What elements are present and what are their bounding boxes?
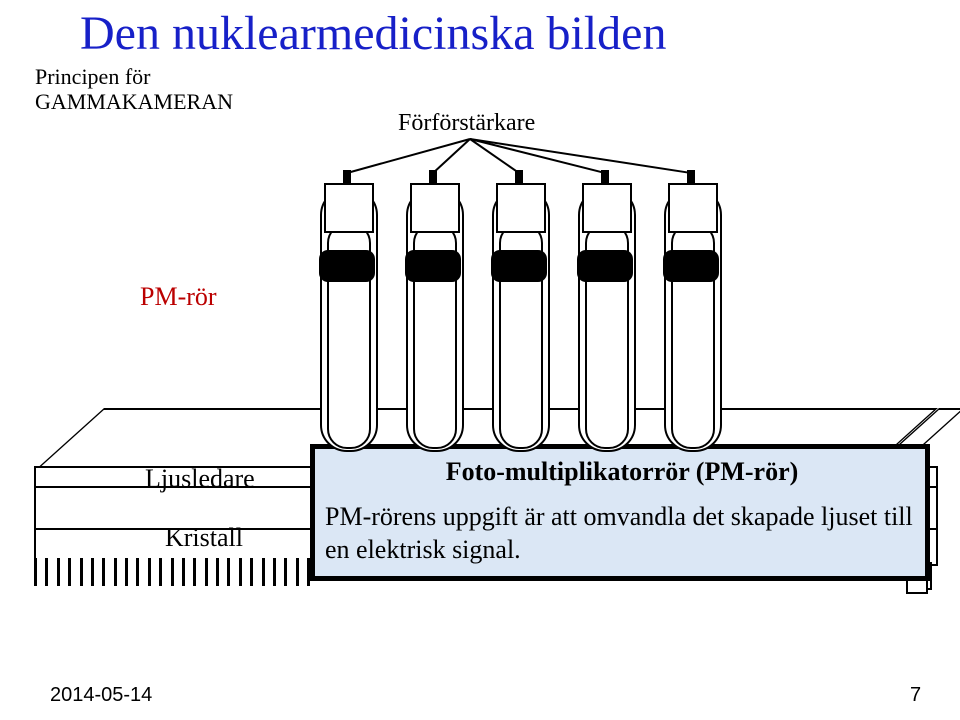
callout-box: Foto-multiplikatorrör (PM-rör) PM-rörens… xyxy=(310,444,930,581)
collimator xyxy=(34,558,310,586)
label-pm-tube: PM-rör xyxy=(140,282,217,312)
label-crystal: Kristall xyxy=(165,523,243,553)
slide-number: 7 xyxy=(910,684,921,707)
slide-title: Den nuklearmedicinska bilden xyxy=(80,6,666,61)
slide-subtitle: Principen för GAMMAKAMERAN xyxy=(35,64,233,115)
slide-date: 2014-05-14 xyxy=(50,684,152,707)
subtitle-line-1: Principen för xyxy=(35,64,233,89)
callout-body: PM-rörens uppgift är att omvandla det sk… xyxy=(325,501,919,566)
label-preamp: Förförstärkare xyxy=(398,110,535,137)
callout-title: Foto-multiplikatorrör (PM-rör) xyxy=(325,457,919,487)
label-lightguide: Ljusledare xyxy=(145,464,255,494)
subtitle-line-2: GAMMAKAMERAN xyxy=(35,89,233,114)
pm-tubes-group xyxy=(310,148,740,458)
